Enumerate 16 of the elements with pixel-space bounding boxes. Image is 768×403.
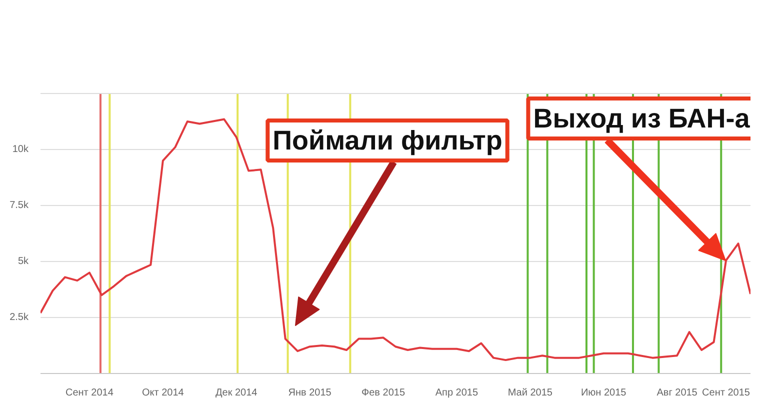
x-tick-label: Апр 2015 (435, 388, 478, 398)
annotation: Поймали фильтр (272, 126, 502, 156)
x-tick-label: Сент 2014 (66, 388, 114, 398)
x-tick-label: Май 2015 (508, 388, 553, 398)
x-tick-label: Фев 2015 (362, 388, 406, 398)
x-tick-label: Янв 2015 (288, 388, 332, 398)
y-tick-label: 7.5k (10, 200, 30, 211)
y-tick-label: 5k (18, 256, 30, 267)
annotation: Выход из БАН-а (533, 104, 751, 134)
y-tick-label: 2.5k (10, 312, 30, 323)
y-tick-label: 10k (12, 144, 30, 155)
x-tick-label: Сент 2015 (702, 388, 750, 398)
x-tick-label: Дек 2014 (215, 388, 258, 398)
x-tick-label: Авг 2015 (656, 388, 698, 398)
x-tick-label: Окт 2014 (142, 388, 184, 398)
x-tick-label: Июн 2015 (580, 388, 627, 398)
